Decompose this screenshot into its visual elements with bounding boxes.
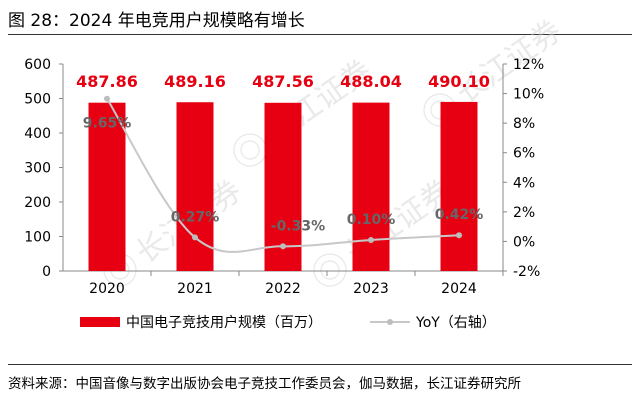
- left-axis-tick-label: 0: [42, 264, 51, 280]
- yoy-series-line: [106, 98, 460, 253]
- x-axis-tick-label: 2021: [177, 281, 213, 297]
- right-axis-tick-label: 8%: [513, 116, 535, 132]
- x-axis-tick-label: 2024: [441, 281, 477, 297]
- bar: [440, 101, 478, 271]
- left-axis-tick-label: 100: [24, 230, 51, 246]
- x-axis-tick-label: 2020: [89, 281, 125, 297]
- right-axis-tick-label: 6%: [513, 146, 535, 162]
- right-axis-tick-label: -2%: [513, 264, 540, 280]
- yoy-point: [280, 243, 286, 250]
- right-axis-tick-label: 4%: [513, 175, 535, 191]
- data-labels: 487.86 489.16 487.56 488.04 490.10 9.65% 0.27%…: [76, 72, 490, 234]
- left-axis-tick-label: 600: [24, 57, 51, 73]
- legend: 中国电子竞技用户规模（百万） YoY（右轴）: [80, 314, 496, 331]
- yoy-point: [368, 236, 374, 243]
- bar-value-label: 490.10: [428, 72, 490, 91]
- legend-bar-swatch: [80, 317, 120, 327]
- left-axis-tick-label: 400: [24, 126, 51, 142]
- yoy-line: [104, 95, 462, 253]
- yoy-value-label: -0.33%: [271, 218, 325, 234]
- right-axis-tick-label: 10%: [513, 87, 544, 103]
- source-note: 资料来源：中国音像与数字出版协会电子竞技工作委员会，伽马数据，长江证券研究所: [8, 376, 521, 392]
- right-axis-tick-label: 0%: [513, 234, 535, 250]
- legend-bar-label: 中国电子竞技用户规模（百万）: [126, 314, 322, 331]
- watermark-circle: [240, 140, 260, 160]
- figure-title: 图 28：2024 年电竞用户规模略有增长: [8, 11, 305, 31]
- yoy-value-label: 0.10%: [347, 212, 396, 228]
- bar: [264, 102, 302, 271]
- watermark-text: 长江证券: [450, 13, 568, 110]
- yoy-value-label: 0.27%: [171, 209, 220, 225]
- yoy-value-label: 9.65%: [83, 116, 132, 132]
- right-axis-tick-label: 12%: [513, 57, 544, 73]
- chart: 长江证券长江证券长江证券长江证券 0100200300400500600-2%0…: [24, 13, 568, 331]
- bar: [176, 102, 214, 271]
- yoy-point: [104, 95, 110, 102]
- legend-line-marker: [387, 319, 393, 325]
- bar-value-label: 489.16: [164, 72, 226, 91]
- yoy-value-label: 0.42%: [435, 207, 484, 223]
- watermark-circle: [320, 260, 340, 280]
- right-axis-tick-label: 2%: [513, 205, 535, 221]
- source-rule: [8, 364, 632, 365]
- title-rule: [8, 34, 632, 35]
- bars: [88, 101, 478, 272]
- legend-line-label: YoY（右轴）: [415, 315, 496, 331]
- watermark-circle: [233, 133, 267, 167]
- left-axis-tick-label: 300: [24, 161, 51, 177]
- watermark: 长江证券长江证券长江证券长江证券: [103, 13, 568, 287]
- axes: 0 100 200 300 400 500 600 -2% 0% 2% 4% 6% 8% 10% 12% 20…: [24, 57, 544, 297]
- x-axis-tick-label: 2023: [353, 281, 389, 297]
- bar-value-label: 487.56: [252, 72, 314, 91]
- left-axis-tick-label: 200: [24, 195, 51, 211]
- yoy-point: [456, 232, 462, 239]
- bar: [352, 102, 390, 272]
- bar-value-label: 487.86: [76, 72, 138, 91]
- yoy-point: [192, 234, 198, 241]
- watermark-circle: [313, 253, 347, 287]
- bar-value-label: 488.04: [340, 72, 402, 91]
- left-axis-tick-label: 500: [24, 92, 51, 108]
- x-axis-tick-label: 2022: [265, 281, 301, 297]
- bar: [88, 102, 126, 272]
